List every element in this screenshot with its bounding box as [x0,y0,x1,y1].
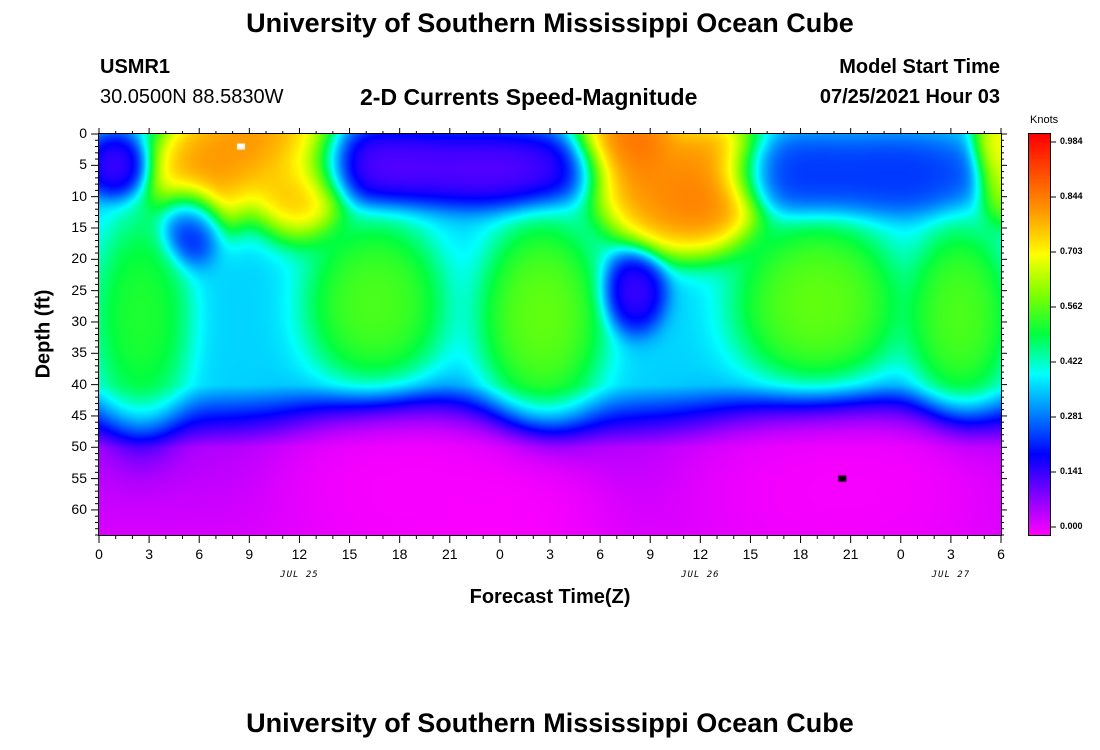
y-tick-label: 55 [71,469,87,486]
colorbar-unit-label: Knots [1030,114,1059,126]
y-tick-label: 20 [71,250,87,267]
y-tick-label: 40 [71,375,87,392]
x-axis-title: Forecast Time(Z) [469,586,631,608]
colorbar-tick-label: 0.984 [1060,136,1083,146]
x-tick-label: 0 [95,546,103,562]
y-tick-label: 0 [79,125,87,141]
model-start-label: Model Start Time [839,56,1000,78]
x-tick-label: 0 [495,546,504,562]
y-tick-label: 60 [71,500,87,517]
colorbar [1029,134,1050,535]
y-axis-title: Depth (ft) [32,289,55,379]
footer-title: University of Southern Mississippi Ocean… [246,708,854,738]
chart-title: University of Southern Mississippi Ocean… [246,8,854,38]
x-date-label: JUL 27 [931,570,971,580]
x-tick-label: 18 [792,546,809,562]
x-tick-label: 3 [145,546,153,562]
x-tick-label: 6 [596,546,604,562]
colorbar-tick-label: 0.703 [1060,246,1083,256]
y-tick-label: 5 [79,156,87,173]
x-tick-label: 15 [341,546,358,562]
colorbar-tick-label: 0.562 [1060,301,1083,311]
y-tick-label: 45 [71,406,87,423]
x-tick-label: 6 [997,546,1005,562]
y-tick-label: 10 [71,187,87,204]
x-date-label: JUL 25 [280,570,319,580]
heatmap-plot-area [99,134,1001,535]
colorbar-tick-label: 0.422 [1060,356,1083,366]
colorbar-tick-label: 0.000 [1060,521,1083,531]
x-tick-label: 6 [195,546,204,562]
x-tick-label: 0 [896,546,905,562]
x-tick-label: 18 [391,546,408,562]
y-tick-label: 35 [71,344,87,361]
model-start-time: 07/25/2021 Hour 03 [819,86,1000,108]
y-tick-label: 50 [71,438,87,455]
y-tick-label: 25 [71,281,87,298]
colorbar-tick-label: 0.281 [1060,411,1083,421]
station-coordinates: 30.0500N 88.5830W [100,86,284,108]
x-tick-label: 9 [646,546,655,562]
x-tick-label: 3 [546,546,554,562]
chart-subtitle: 2-D Currents Speed-Magnitude [360,84,698,110]
x-tick-label: 21 [441,546,458,562]
x-tick-label: 15 [742,546,759,562]
x-tick-label: 12 [291,546,308,562]
y-tick-label: 30 [71,312,87,329]
x-tick-label: 21 [842,546,859,562]
colorbar-tick-label: 0.141 [1060,466,1083,476]
x-tick-label: 12 [692,546,709,562]
x-tick-label: 9 [245,546,254,562]
x-date-label: JUL 26 [681,570,720,580]
x-tick-label: 3 [946,546,955,562]
colorbar-tick-label: 0.844 [1060,191,1083,201]
station-id: USMR1 [100,56,171,78]
y-tick-label: 15 [71,218,87,235]
